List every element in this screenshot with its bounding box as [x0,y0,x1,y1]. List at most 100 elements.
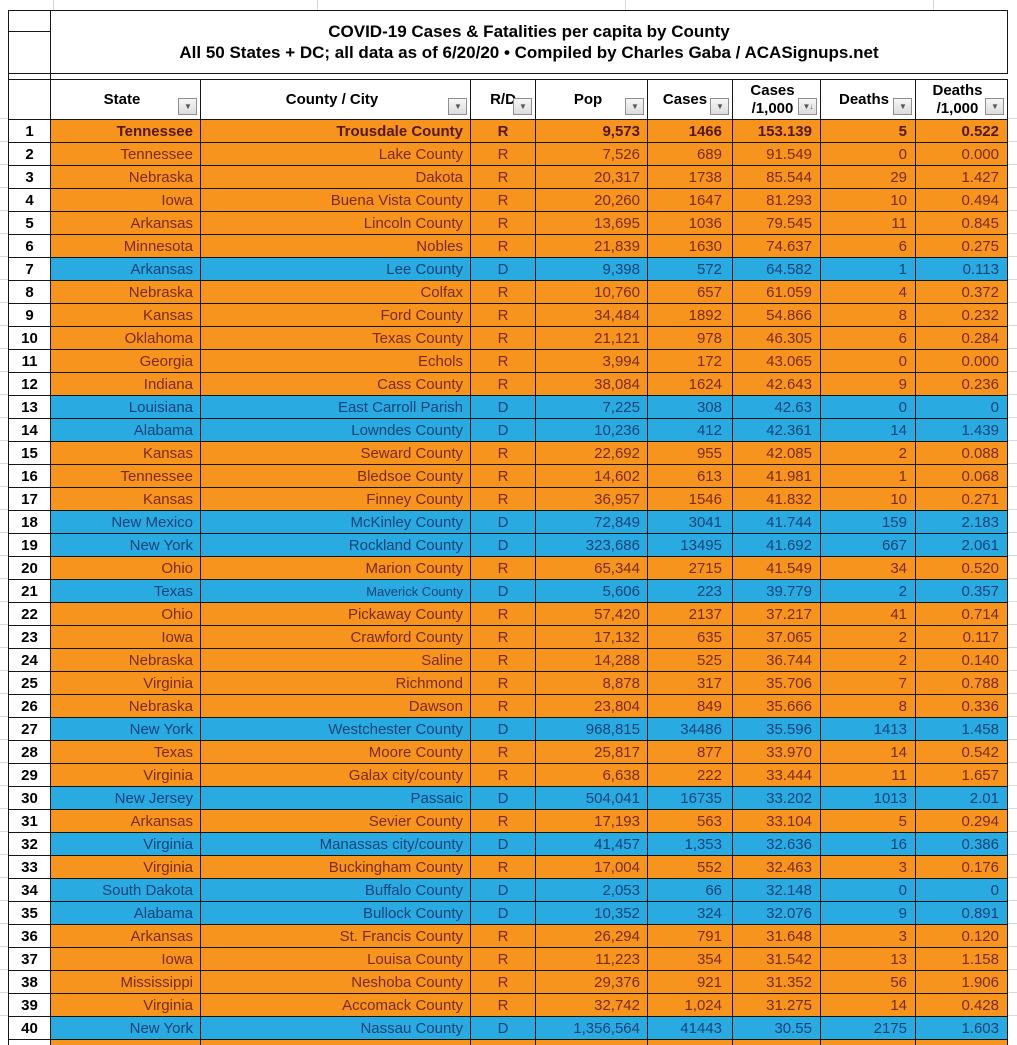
deaths-rate-cell[interactable]: 0.284 [916,327,1008,350]
cases-rate-cell[interactable]: 35.706 [733,672,821,695]
deaths-cell[interactable]: 1 [821,258,916,281]
county-cell[interactable]: Lowndes County [201,419,471,442]
pop-cell[interactable]: 323,686 [536,534,648,557]
pop-cell[interactable]: 11,223 [536,948,648,971]
pop-cell[interactable]: 13,695 [536,212,648,235]
cases-cell[interactable]: 13495 [648,534,733,557]
row-number[interactable]: 32 [9,833,51,856]
deaths-rate-cell[interactable]: 0.336 [916,695,1008,718]
row-number[interactable]: 12 [9,373,51,396]
state-cell[interactable]: South Dakota [51,879,201,902]
rd-cell[interactable]: R [471,603,536,626]
cases-rate-cell[interactable]: 32.463 [733,856,821,879]
deaths-cell[interactable]: 2 [821,442,916,465]
row-number[interactable]: 6 [9,235,51,258]
deaths-cell[interactable]: 2 [821,649,916,672]
state-cell[interactable]: Nebraska [51,649,201,672]
deaths-rate-cell[interactable]: 1.603 [916,1017,1008,1040]
row-number[interactable]: 40 [9,1017,51,1040]
cases-rate-cell[interactable]: 85.544 [733,166,821,189]
state-cell[interactable]: Louisiana [51,396,201,419]
cases-rate-cell[interactable]: 42.63 [733,396,821,419]
row-number[interactable]: 15 [9,442,51,465]
row-number[interactable]: 29 [9,764,51,787]
rd-cell[interactable]: R [471,672,536,695]
county-cell[interactable]: Seward County [201,442,471,465]
county-cell[interactable]: Sevier County [201,810,471,833]
cases-rate-cell[interactable]: 33.970 [733,741,821,764]
pop-cell[interactable]: 5,606 [536,580,648,603]
cases-cell[interactable]: 525 [648,649,733,672]
cases-cell[interactable]: 689 [648,143,733,166]
state-cell[interactable]: Indiana [51,373,201,396]
cases-cell[interactable]: 955 [648,442,733,465]
cases-rate-cell[interactable]: 37.065 [733,626,821,649]
state-cell[interactable]: Tennessee [51,120,201,143]
rd-cell[interactable]: D [471,258,536,281]
county-cell[interactable]: East Carroll Parish [201,396,471,419]
row-number[interactable]: 28 [9,741,51,764]
column-header-deaths-per-1000[interactable]: Deaths /1,000 ▼ [916,80,1008,120]
cases-rate-cell[interactable] [733,1040,821,1045]
cases-rate-cell[interactable]: 41.692 [733,534,821,557]
rd-cell[interactable]: R [471,120,536,143]
row-number[interactable]: 14 [9,419,51,442]
cases-rate-cell[interactable]: 42.643 [733,373,821,396]
county-cell[interactable]: Marion County [201,557,471,580]
rd-cell[interactable]: R [471,212,536,235]
filter-dropdown-button-deaths-per-1000[interactable]: ▼ [985,98,1004,115]
cases-cell[interactable]: 657 [648,281,733,304]
cases-cell[interactable]: 552 [648,856,733,879]
cases-rate-cell[interactable]: 32.076 [733,902,821,925]
county-cell[interactable]: Bledsoe County [201,465,471,488]
pop-cell[interactable]: 23,804 [536,695,648,718]
state-cell[interactable]: Nebraska [51,695,201,718]
row-number[interactable]: 36 [9,925,51,948]
deaths-rate-cell[interactable]: 0.117 [916,626,1008,649]
cases-rate-cell[interactable]: 30.55 [733,1017,821,1040]
rd-cell[interactable]: R [471,856,536,879]
row-number[interactable]: 21 [9,580,51,603]
pop-cell[interactable]: 7,526 [536,143,648,166]
county-cell[interactable] [201,1040,471,1045]
cases-rate-cell[interactable]: 41.744 [733,511,821,534]
deaths-rate-cell[interactable]: 2.01 [916,787,1008,810]
cases-cell[interactable]: 572 [648,258,733,281]
row-number[interactable]: 19 [9,534,51,557]
state-cell[interactable]: Ohio [51,603,201,626]
county-cell[interactable]: McKinley County [201,511,471,534]
county-cell[interactable]: Lincoln County [201,212,471,235]
state-cell[interactable]: New Jersey [51,787,201,810]
pop-cell[interactable]: 3,994 [536,350,648,373]
deaths-rate-cell[interactable]: 0.372 [916,281,1008,304]
pop-cell[interactable]: 17,132 [536,626,648,649]
rd-cell[interactable]: R [471,465,536,488]
county-cell[interactable]: Buffalo County [201,879,471,902]
deaths-cell[interactable]: 8 [821,695,916,718]
row-number[interactable]: 3 [9,166,51,189]
pop-cell[interactable]: 20,260 [536,189,648,212]
deaths-rate-cell[interactable]: 0.494 [916,189,1008,212]
row-number[interactable]: 10 [9,327,51,350]
pop-cell[interactable]: 14,602 [536,465,648,488]
deaths-rate-cell[interactable]: 0.000 [916,350,1008,373]
deaths-cell[interactable]: 3 [821,856,916,879]
pop-cell[interactable]: 14,288 [536,649,648,672]
deaths-rate-cell[interactable]: 0.542 [916,741,1008,764]
county-cell[interactable]: Bullock County [201,902,471,925]
cases-rate-cell[interactable]: 36.744 [733,649,821,672]
deaths-cell[interactable]: 14 [821,741,916,764]
deaths-rate-cell[interactable]: 1.657 [916,764,1008,787]
cases-rate-cell[interactable]: 31.352 [733,971,821,994]
empty-row-header-cell[interactable] [9,11,51,32]
deaths-rate-cell[interactable]: 0.386 [916,833,1008,856]
pop-cell[interactable]: 17,193 [536,810,648,833]
deaths-rate-cell[interactable]: 0.120 [916,925,1008,948]
deaths-cell[interactable]: 1 [821,465,916,488]
rd-cell[interactable]: R [471,741,536,764]
cases-cell[interactable]: 635 [648,626,733,649]
state-cell[interactable]: Arkansas [51,258,201,281]
row-number[interactable]: 38 [9,971,51,994]
deaths-cell[interactable]: 10 [821,488,916,511]
cases-cell[interactable]: 172 [648,350,733,373]
